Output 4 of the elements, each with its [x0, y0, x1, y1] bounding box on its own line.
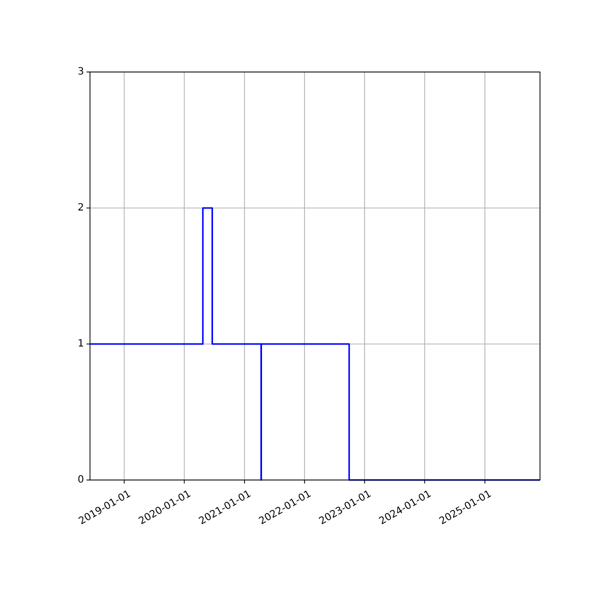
y-tick-label: 1 [78, 338, 84, 350]
y-tick-label: 2 [78, 202, 84, 214]
y-tick-label: 3 [78, 66, 84, 78]
y-tick-label: 0 [78, 474, 84, 486]
